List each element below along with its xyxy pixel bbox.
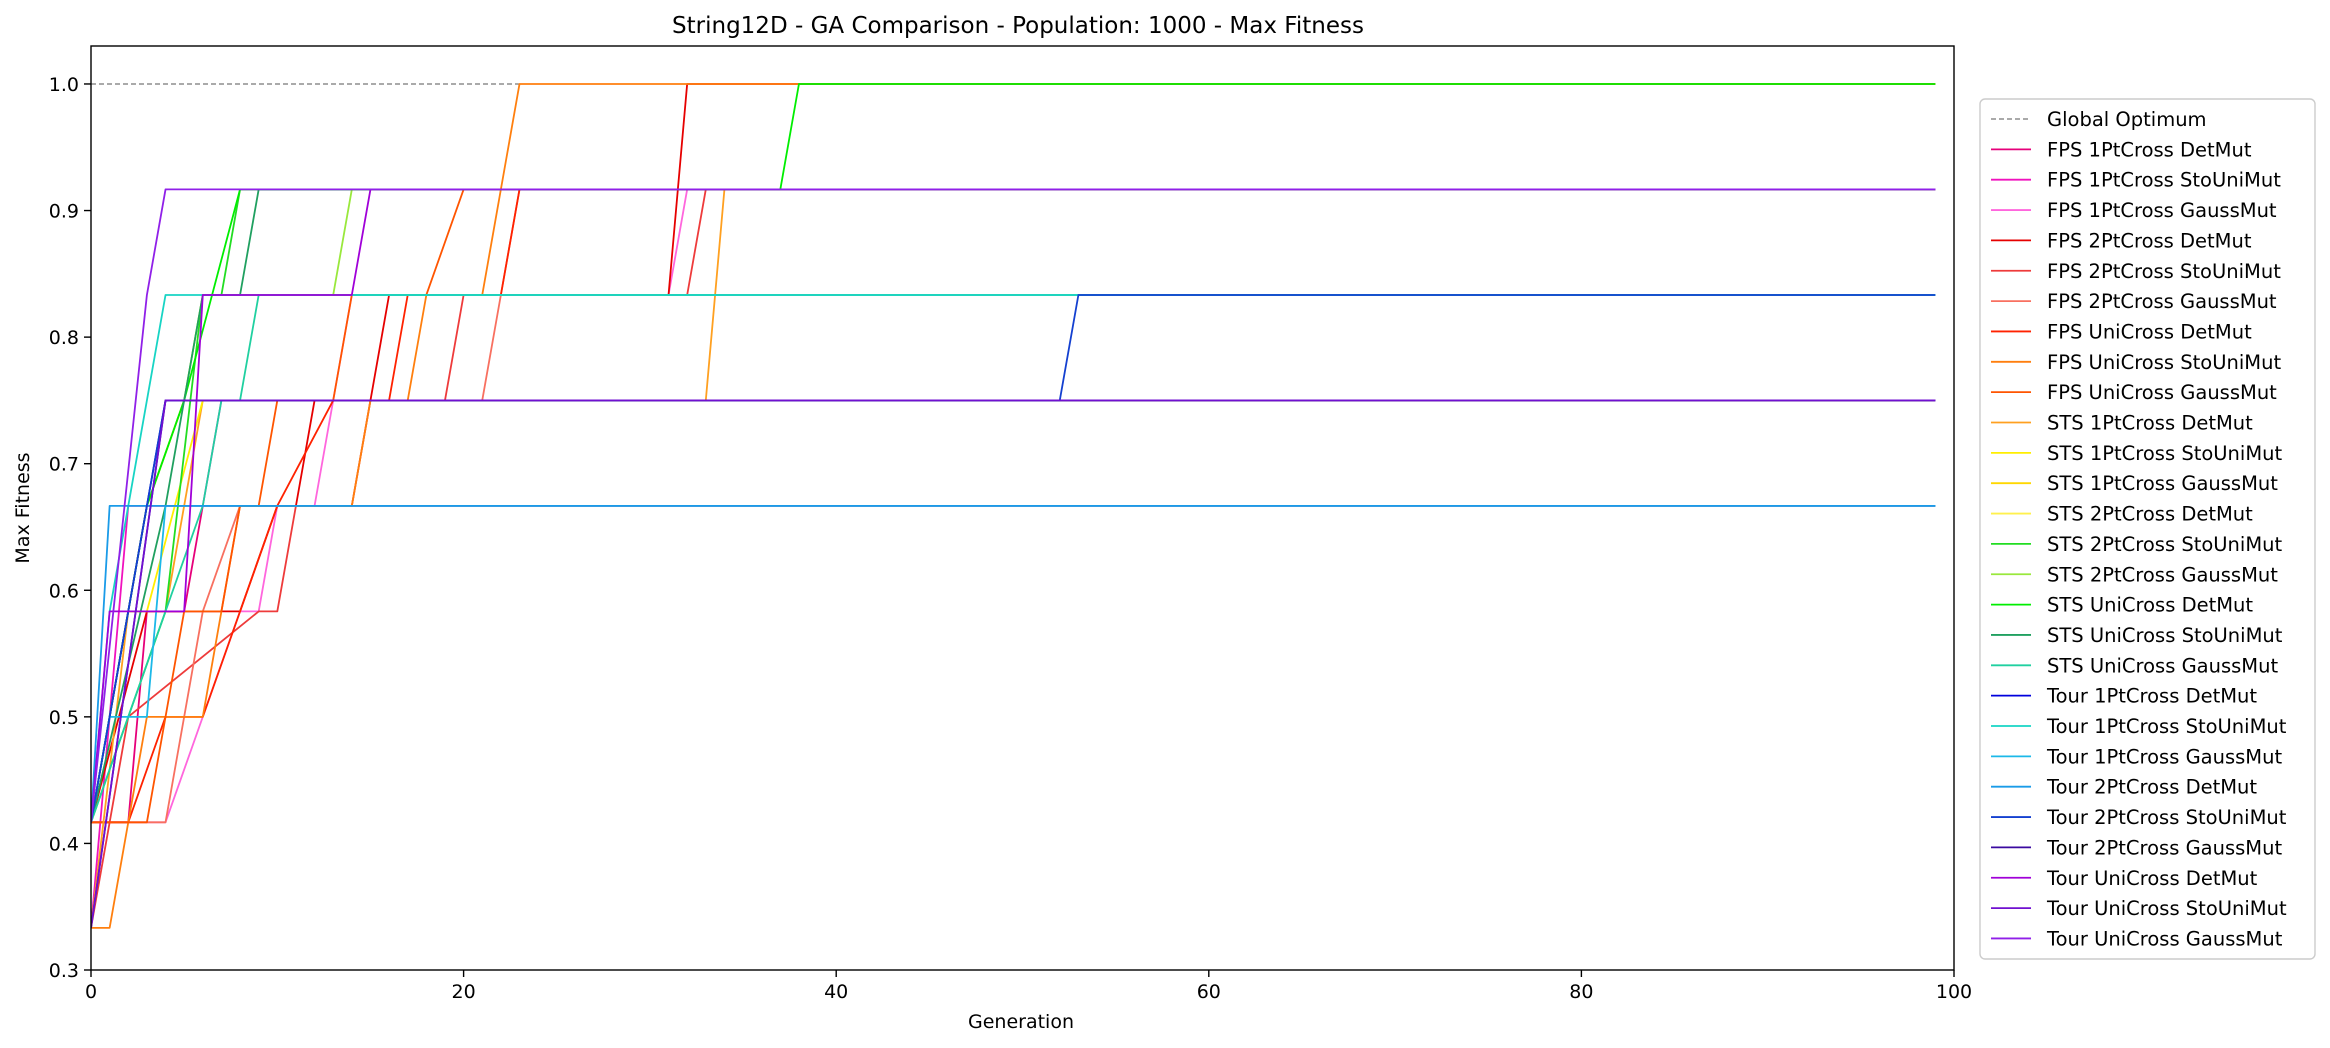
series-line-12 — [91, 294, 1936, 823]
y-tick-label: 0.7 — [49, 454, 79, 476]
legend-label: FPS 2PtCross GaussMut — [2047, 290, 2277, 313]
legend-label: FPS 1PtCross StoUniMut — [2047, 169, 2281, 192]
x-tick-label: 20 — [452, 981, 476, 1003]
legend-label: Tour 2PtCross GaussMut — [2046, 836, 2282, 859]
y-tick-label: 0.5 — [49, 707, 79, 729]
series-line-25 — [91, 399, 1936, 928]
legend-label: Tour UniCross GaussMut — [2046, 927, 2283, 950]
series-layer — [91, 83, 1936, 929]
legend-label: FPS 1PtCross DetMut — [2047, 138, 2252, 161]
y-tick-label: 0.9 — [49, 201, 79, 223]
series-line-17 — [91, 294, 1936, 823]
legend-label: STS 2PtCross DetMut — [2047, 503, 2253, 526]
y-tick-label: 0.3 — [49, 960, 79, 982]
y-axis-title: Max Fitness — [12, 452, 34, 563]
legend-label: Tour 1PtCross DetMut — [2046, 685, 2257, 708]
legend-label: Global Optimum — [2047, 108, 2207, 131]
legend-label: Tour UniCross StoUniMut — [2046, 897, 2287, 920]
series-line-19 — [91, 294, 1936, 823]
legend-label: FPS UniCross DetMut — [2047, 320, 2252, 343]
x-tick-label: 0 — [85, 981, 97, 1003]
series-line-10 — [91, 399, 1936, 823]
legend-label: STS UniCross GaussMut — [2047, 654, 2278, 677]
legend-label: STS 1PtCross GaussMut — [2047, 472, 2278, 495]
legend: Global Optimum FPS 1PtCross DetMut FPS 1Pt… — [1979, 98, 2316, 960]
legend-label: STS UniCross DetMut — [2047, 594, 2253, 617]
legend-label: Tour 2PtCross StoUniMut — [2046, 806, 2287, 829]
legend-label: FPS UniCross GaussMut — [2047, 381, 2277, 404]
legend-label: FPS 2PtCross DetMut — [2047, 229, 2252, 252]
y-axis: 0.3 0.4 0.5 0.6 0.7 0.8 0.9 1.0 — [49, 74, 91, 982]
x-tick-label: 100 — [1936, 981, 1972, 1003]
series-line-3 — [91, 83, 1936, 823]
series-line-9 — [91, 188, 1936, 928]
series-line-23 — [91, 399, 1936, 928]
y-tick-label: 0.8 — [49, 327, 79, 349]
legend-frame — [1979, 98, 2316, 960]
legend-label: STS 2PtCross StoUniMut — [2047, 533, 2283, 556]
legend-label: FPS UniCross StoUniMut — [2047, 351, 2281, 374]
series-line-8 — [91, 188, 1936, 824]
x-axis: 0 20 40 60 80 100 — [85, 970, 1972, 1003]
x-tick-label: 80 — [1569, 981, 1593, 1003]
legend-label: FPS 1PtCross GaussMut — [2047, 199, 2277, 222]
legend-label: Tour 2PtCross DetMut — [2046, 776, 2257, 799]
y-tick-label: 1.0 — [49, 74, 79, 96]
x-tick-label: 60 — [1197, 981, 1221, 1003]
series-line-21 — [91, 504, 1936, 823]
legend-label: FPS 2PtCross StoUniMut — [2047, 260, 2281, 283]
series-line-20 — [91, 504, 1936, 823]
series-line-11 — [91, 399, 1936, 823]
legend-label: Tour 1PtCross GaussMut — [2046, 745, 2282, 768]
series-line-22 — [91, 294, 1936, 823]
y-tick-label: 0.4 — [49, 833, 79, 855]
y-tick-label: 0.6 — [49, 580, 79, 602]
series-line-4 — [91, 188, 1936, 929]
legend-label: STS 2PtCross GaussMut — [2047, 563, 2278, 586]
legend-label: Tour 1PtCross StoUniMut — [2046, 715, 2287, 738]
plot-frame — [90, 45, 1955, 971]
series-line-26 — [91, 188, 1936, 823]
legend-label: STS 1PtCross DetMut — [2047, 412, 2253, 435]
chart-title: String12D - GA Comparison - Population: … — [672, 13, 1364, 39]
series-line-1 — [91, 399, 1936, 928]
series-line-0 — [91, 504, 1936, 824]
series-line-18 — [91, 399, 1936, 823]
series-line-15 — [91, 83, 1936, 823]
x-tick-label: 40 — [824, 981, 848, 1003]
legend-label: STS 1PtCross StoUniMut — [2047, 442, 2283, 465]
legend-label: STS UniCross StoUniMut — [2047, 624, 2283, 647]
x-axis-title: Generation — [968, 1011, 1074, 1033]
legend-label: Tour UniCross DetMut — [2046, 867, 2258, 890]
series-line-6 — [91, 188, 1936, 824]
